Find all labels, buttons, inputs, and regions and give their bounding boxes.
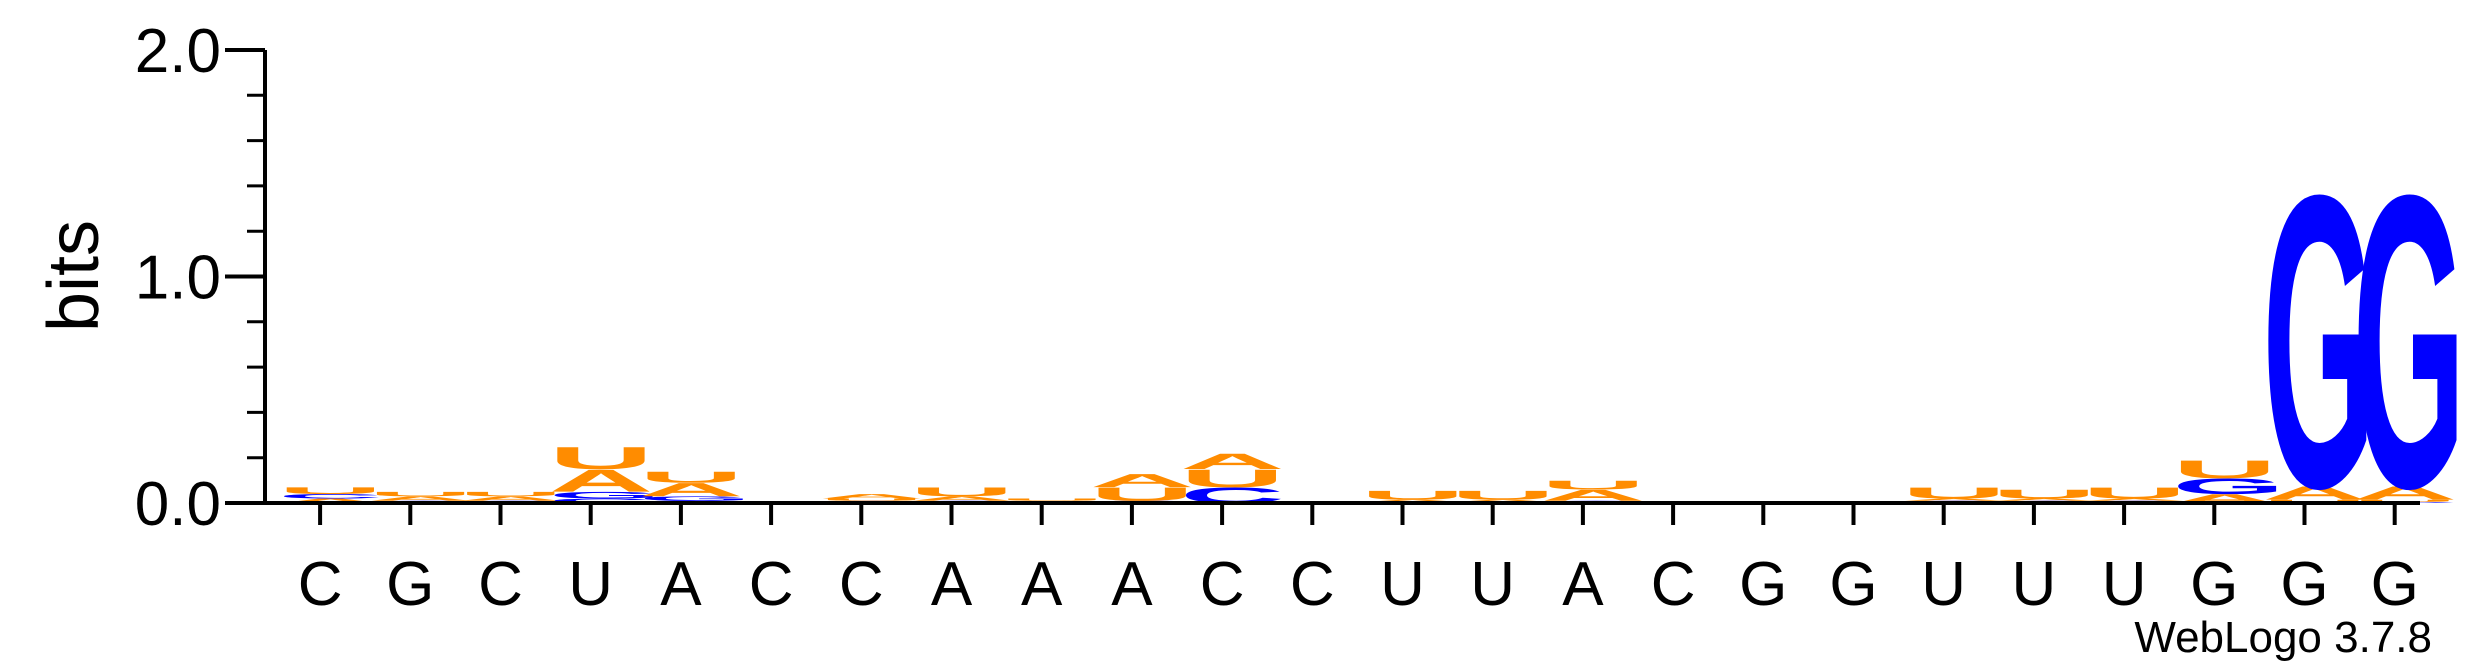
logo-letter-A: A: [1451, 499, 1556, 503]
logo-letter-A: A: [639, 479, 744, 500]
logo-letter-A: A: [2262, 482, 2367, 503]
logo-letter-U: U: [1360, 488, 1465, 502]
x-tick-label: C: [1200, 550, 1245, 619]
logo-letter-U: U: [2353, 499, 2458, 503]
weblogo-credit: WebLogo 3.7.8: [2134, 613, 2432, 662]
logo-letter-A: A: [1902, 498, 2007, 502]
y-tick-label: 1.0: [135, 244, 221, 313]
logo-letter-U: U: [1451, 488, 1556, 502]
logo-letter-U: U: [1541, 478, 1646, 492]
logo-letter-U: U: [2082, 484, 2187, 502]
logo-letter-A: A: [819, 493, 924, 500]
logo-letter-C: C: [278, 493, 383, 500]
logo-letter-U: U: [2172, 455, 2277, 483]
logo-letter-A: A: [278, 497, 383, 504]
logo-letter-G: G: [2172, 474, 2285, 499]
logo-letter-A: A: [458, 495, 563, 502]
logo-letter-G: G: [2353, 109, 2466, 575]
x-tick-label: C: [749, 550, 794, 619]
logo-letter-U: U: [1000, 498, 1105, 502]
logo-letter-A: A: [1360, 499, 1465, 503]
logo-letter-U: U: [1902, 484, 2007, 502]
x-tick-label: G: [2280, 550, 2328, 619]
x-tick-label: C: [478, 550, 523, 619]
x-tick-label: U: [1470, 550, 1515, 619]
logo-letter-A: A: [368, 495, 473, 502]
x-tick-label: C: [1290, 550, 1335, 619]
x-tick-label: G: [1829, 550, 1877, 619]
logo-letter-U: U: [1090, 484, 1195, 505]
logo-letter-U: U: [1992, 487, 2097, 501]
logo-letter-U: U: [278, 485, 383, 496]
y-tick-label: 0.0: [135, 470, 221, 539]
x-tick-label: A: [660, 550, 702, 619]
x-tick-label: G: [1739, 550, 1787, 619]
logo-letter-U: U: [458, 490, 563, 497]
x-tick-label: G: [386, 550, 434, 619]
logo-letter-A: A: [1180, 449, 1285, 474]
logo-letter-A: A: [2082, 498, 2187, 502]
logo-letter-A: A: [1541, 486, 1646, 504]
logo-letter-U: U: [819, 498, 924, 502]
y-axis-ticks: 0.0 1.0 2.0: [135, 17, 265, 539]
x-tick-label: C: [1651, 550, 1696, 619]
x-tick-label: C: [839, 550, 884, 619]
y-tick-label: 2.0: [135, 17, 221, 86]
logo-letter-U: U: [639, 468, 744, 486]
x-tick-label: A: [931, 550, 973, 619]
x-tick-label: U: [568, 550, 613, 619]
logo-letter-A: A: [2353, 482, 2458, 503]
x-tick-label: G: [2190, 550, 2238, 619]
logo-letter-G: G: [2262, 109, 2375, 575]
x-tick-label: U: [2012, 550, 2057, 619]
logo-letter-A: A: [909, 495, 1014, 502]
logo-letter-C: C: [549, 497, 654, 504]
logo-letter-U: U: [1180, 465, 1285, 493]
x-tick-label: A: [1021, 550, 1063, 619]
logo-letter-U: U: [2262, 499, 2367, 503]
x-tick-label: U: [1380, 550, 1425, 619]
logo-letter-A: A: [1090, 470, 1195, 491]
x-tick-label: A: [1562, 550, 1604, 619]
x-tick-label: U: [1921, 550, 1966, 619]
x-tick-label: A: [1111, 550, 1153, 619]
x-tick-label: C: [298, 550, 343, 619]
logo-letter-G: G: [549, 490, 662, 501]
logo-letter-U: U: [549, 441, 654, 476]
logo-letter-U: U: [909, 485, 1014, 499]
x-tick-label: U: [2102, 550, 2147, 619]
x-tick-label: G: [2371, 550, 2419, 619]
letter-stacks: ACUCAUGAUCGAUCGAUAGUACAUAUCUACUACAUCAUCA…: [278, 109, 2466, 575]
logo-letter-U: U: [368, 490, 473, 497]
logo-letter-A: A: [549, 463, 654, 498]
logo-letter-A: A: [1992, 498, 2097, 502]
y-axis-label: bits: [34, 220, 114, 332]
logo-letter-G: G: [639, 495, 752, 502]
